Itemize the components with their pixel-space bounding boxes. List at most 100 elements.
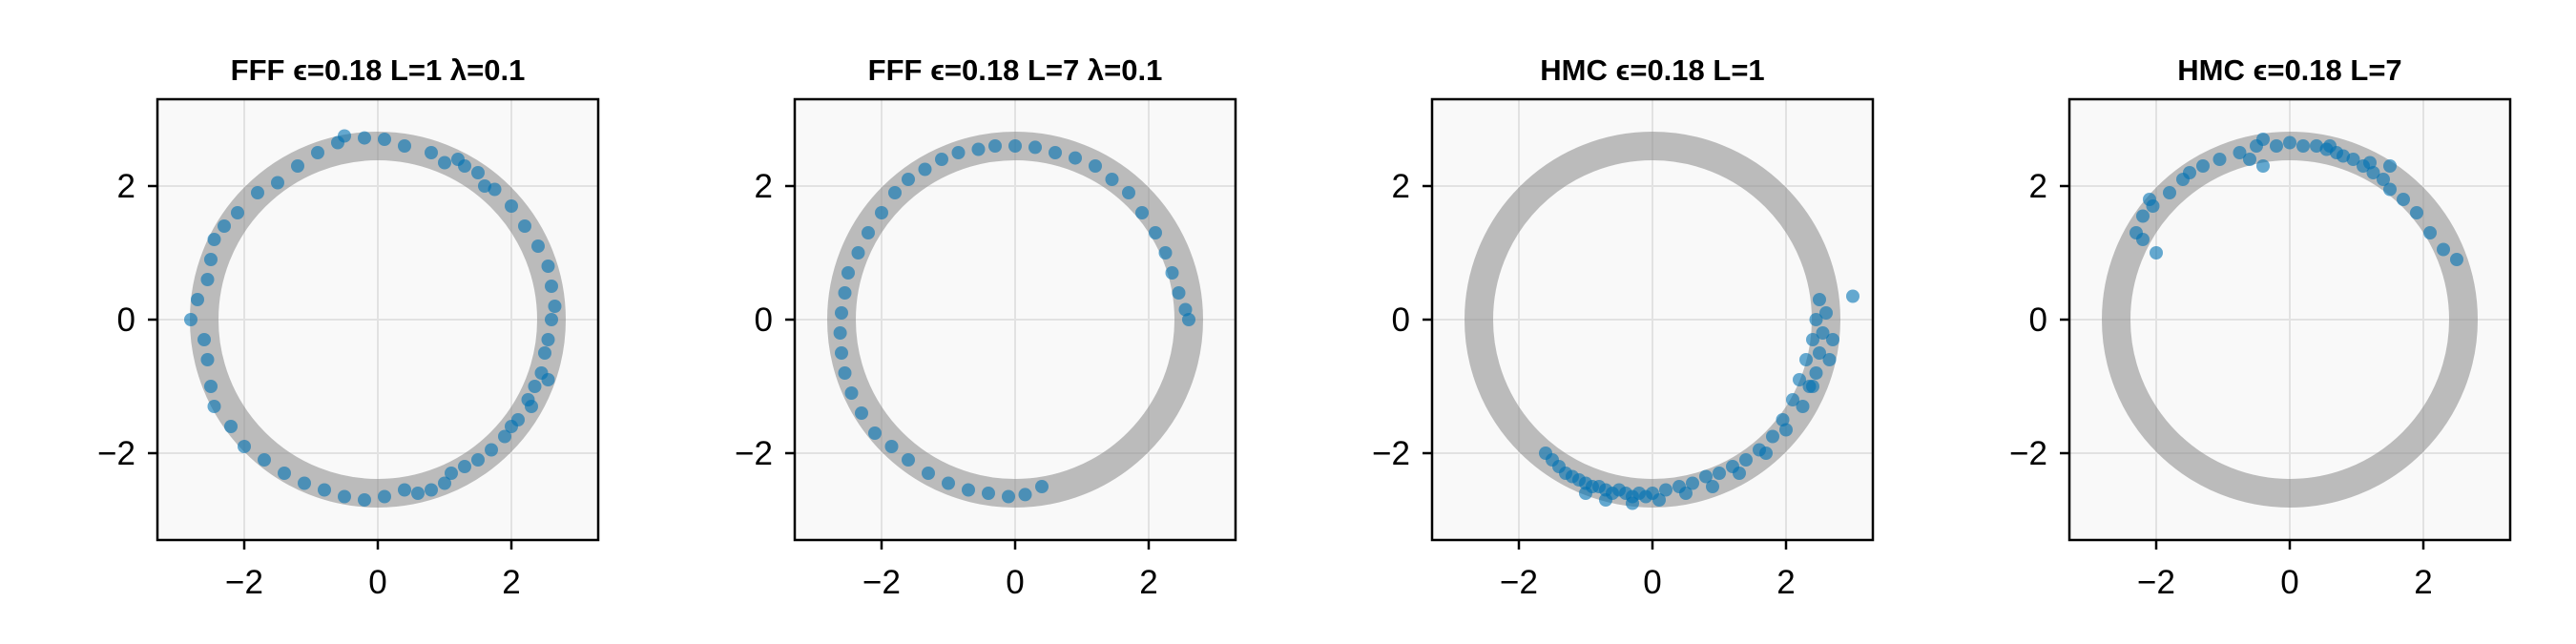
scatter-point	[538, 346, 551, 360]
scatter-point	[291, 159, 304, 173]
scatter-point	[358, 131, 371, 145]
scatter-point	[2146, 199, 2160, 213]
scatter-point	[2150, 246, 2163, 260]
y-tick-label-3b: 0	[1392, 301, 1410, 339]
panel-1: FFF ϵ=0.18 L=1 λ=0.1 −2 0 2 2 0 −2	[97, 53, 600, 601]
grid-4	[2069, 99, 2510, 540]
x-tick-label-4b: 0	[2280, 564, 2298, 601]
scatter-point	[2270, 139, 2283, 153]
scatter-point	[862, 226, 875, 239]
scatter-point	[1813, 293, 1826, 306]
scatter-point	[438, 156, 451, 170]
scatter-point	[458, 460, 471, 473]
scatter-point	[935, 153, 948, 166]
scatter-point	[1182, 313, 1195, 326]
scatter-point	[841, 266, 855, 280]
scatter-point	[982, 487, 995, 500]
scatter-point	[298, 476, 311, 490]
scatter-point	[835, 346, 848, 360]
scatter-point	[251, 186, 264, 199]
x-tick-label-2a: −2	[862, 564, 901, 601]
scatter-point	[545, 313, 558, 326]
scatter-point	[1165, 266, 1179, 280]
y-tick-label-1a: 2	[117, 168, 135, 205]
scatter-point	[1089, 159, 1102, 173]
scatter-point	[902, 453, 915, 467]
scatter-point	[445, 467, 458, 480]
panel-4: HMC ϵ=0.18 L=7 −2 0 2 2 0 −2	[2009, 53, 2512, 601]
y-tick-label-4c: −2	[2009, 435, 2047, 472]
scatter-point	[378, 133, 391, 146]
scatter-point	[1706, 480, 1719, 493]
scatter-point	[2243, 153, 2256, 166]
scatter-point	[1793, 373, 1806, 386]
x-tick-label-1b: 0	[368, 564, 386, 601]
scatter-point	[1149, 226, 1162, 239]
scatter-point	[218, 219, 231, 233]
scatter-point	[378, 489, 391, 504]
x-ticks-2	[785, 184, 1151, 550]
scatter-point	[184, 313, 197, 326]
scatter-point	[2346, 153, 2360, 166]
scatter-point	[425, 483, 438, 497]
scatter-point	[2383, 159, 2397, 173]
y-tick-label-4a: 2	[2029, 168, 2047, 205]
scatter-point	[204, 380, 218, 393]
grid-2	[795, 99, 1236, 540]
scatter-point	[1809, 366, 1823, 380]
panel-1-title: FFF ϵ=0.18 L=1 λ=0.1	[231, 53, 526, 87]
x-tick-label-2c: 2	[1139, 564, 1157, 601]
points-2	[833, 139, 1195, 504]
scatter-point	[1799, 353, 1813, 366]
scatter-point	[884, 440, 899, 453]
scatter-point	[411, 487, 425, 500]
scatter-point	[1759, 447, 1773, 460]
scatter-point	[1686, 476, 1699, 490]
y-tick-label-1b: 0	[117, 301, 135, 339]
scatter-point	[204, 253, 218, 266]
scatter-point	[1158, 246, 1173, 260]
scatter-point	[2423, 226, 2437, 239]
scatter-point	[2383, 182, 2397, 197]
y-tick-label-2c: −2	[735, 435, 773, 472]
scatter-point	[833, 326, 847, 340]
scatter-point	[875, 206, 888, 219]
scatter-point	[1806, 380, 1819, 393]
x-tick-label-3b: 0	[1643, 564, 1661, 601]
scatter-point	[1028, 140, 1042, 155]
scatter-point	[1822, 353, 1837, 366]
scatter-point	[398, 483, 411, 497]
scatter-point	[888, 186, 902, 199]
scatter-point	[988, 139, 1002, 153]
x-tick-label-3c: 2	[1776, 564, 1795, 601]
scatter-point	[1733, 467, 1746, 480]
points-4	[2129, 133, 2463, 266]
scatter-point	[1816, 326, 1830, 340]
scatter-point	[1809, 313, 1823, 326]
scatter-point	[855, 406, 868, 420]
scatter-point	[1813, 346, 1826, 360]
y-tick-label-3a: 2	[1392, 168, 1410, 205]
scatter-point	[1796, 400, 1810, 413]
scatter-point	[2256, 133, 2270, 146]
scatter-point	[458, 159, 471, 173]
scatter-point	[971, 142, 986, 156]
scatter-point	[1679, 487, 1693, 500]
panel-2-title: FFF ϵ=0.18 L=7 λ=0.1	[868, 53, 1163, 87]
scatter-point	[1105, 173, 1119, 186]
scatter-point	[2283, 135, 2296, 150]
scatter-point	[1826, 333, 1839, 346]
grid-3	[1432, 99, 1873, 540]
scatter-point	[2450, 253, 2463, 266]
scatter-point	[1122, 186, 1135, 199]
scatter-point	[545, 280, 558, 293]
scatter-point	[485, 443, 498, 457]
scatter-point	[231, 206, 244, 219]
scatter-point	[200, 273, 215, 286]
panel-3: HMC ϵ=0.18 L=1 −2 0 2 2 0 −2	[1372, 53, 1875, 601]
scatter-point	[191, 293, 204, 306]
scatter-point	[1806, 333, 1819, 346]
scatter-point	[1786, 393, 1799, 406]
scatter-point	[2233, 146, 2247, 159]
scatter-point	[2397, 193, 2410, 206]
